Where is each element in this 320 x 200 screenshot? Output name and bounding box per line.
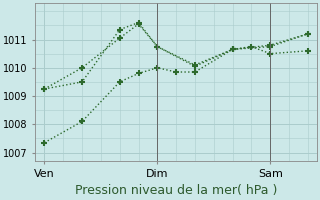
X-axis label: Pression niveau de la mer( hPa ): Pression niveau de la mer( hPa ) bbox=[75, 184, 277, 197]
